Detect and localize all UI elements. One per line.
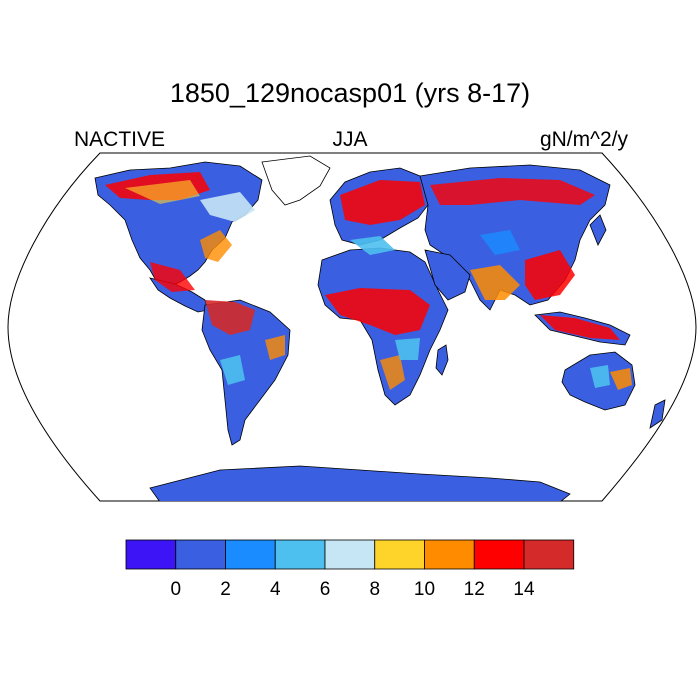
south-america [201, 299, 291, 446]
colorbar-tick-label: 0 [170, 579, 181, 600]
colorbar-tick-label: 2 [220, 579, 231, 600]
arabian-peninsula [424, 249, 471, 301]
colorbar-tick-label: 4 [270, 579, 281, 600]
map-title: 1850_129nocasp01 (yrs 8-17) [169, 78, 531, 108]
colorbar-swatch [473, 539, 525, 570]
season-label: JJA [332, 128, 368, 151]
variable-label: NACTIVE [74, 128, 166, 151]
colorbar-tick-label: 8 [369, 579, 380, 600]
colorbar-swatch [324, 539, 376, 570]
colorbar-tick-label: 14 [513, 579, 535, 600]
colorbar-swatch [225, 539, 276, 570]
greenland [261, 155, 331, 206]
colorbar [125, 539, 575, 570]
colorbar-swatch [125, 539, 177, 570]
colorbar-labels: 0 2 4 6 8 10 12 14 [170, 579, 535, 600]
colorbar-tick-label: 12 [464, 579, 485, 600]
mid-values [200, 192, 610, 388]
colorbar-swatch [274, 539, 326, 570]
colorbar-swatch [523, 539, 575, 570]
antarctica [149, 465, 571, 501]
colorbar-swatch [374, 539, 425, 570]
colorbar-tick-label: 6 [320, 579, 331, 600]
colorbar-swatch [424, 539, 475, 570]
land-layer [94, 155, 666, 501]
colorbar-swatch [175, 539, 226, 570]
madagascar [435, 344, 449, 376]
colorbar-tick-label: 10 [414, 579, 435, 600]
japan [589, 214, 607, 246]
new-zealand [649, 399, 666, 429]
hotspots [105, 172, 632, 390]
units-label: gN/m^2/y [539, 128, 628, 151]
